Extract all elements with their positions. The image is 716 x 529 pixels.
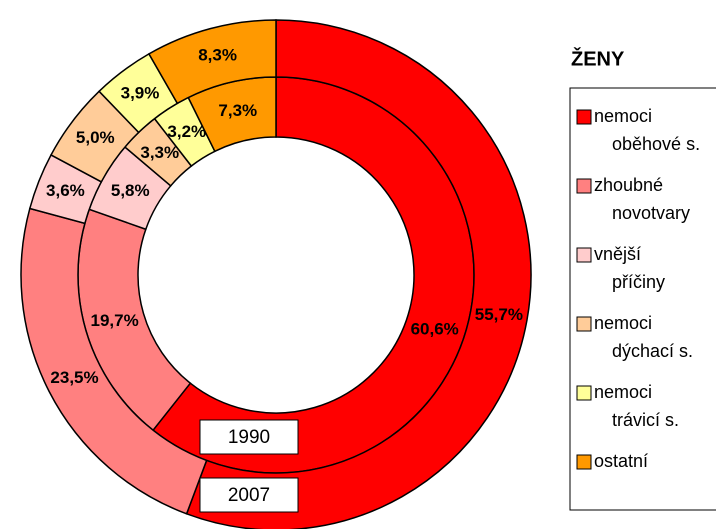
legend-box (569, 87, 716, 511)
data-label: 8,3% (198, 46, 237, 65)
legend-swatch (576, 454, 592, 470)
legend-label: nemoci dýchací s. (594, 313, 693, 361)
series-label: 2007 (228, 485, 270, 506)
legend-label: vnější příčiny (594, 244, 665, 292)
data-label: 3,2% (167, 122, 206, 141)
data-label: 3,6% (46, 181, 85, 200)
data-label: 5,8% (111, 181, 150, 200)
legend-label: nemoci oběhové s. (594, 106, 700, 154)
legend-swatch (576, 109, 592, 125)
legend-label: zhoubné novotvary (594, 175, 690, 223)
data-label: 7,3% (218, 101, 257, 120)
donut-slice (147, 19, 277, 105)
data-label: 5,0% (76, 128, 115, 147)
legend-swatch (576, 385, 592, 401)
legend-swatch (576, 316, 592, 332)
legend-swatch (576, 247, 592, 263)
data-label: 23,5% (50, 368, 98, 387)
data-label: 60,6% (411, 320, 459, 339)
series-label-box (199, 477, 299, 513)
data-label: 3,9% (121, 83, 160, 102)
data-label: 3,3% (140, 143, 179, 162)
legend-label: nemoci trávicí s. (594, 382, 679, 430)
data-label: 55,7% (475, 305, 523, 324)
donut-slice (185, 19, 532, 529)
legend-label: ostatní (594, 451, 648, 471)
chart-title: ŽENY (571, 46, 625, 70)
series-label-box (199, 419, 299, 455)
data-label: 19,7% (91, 311, 139, 330)
legend-swatch (576, 178, 592, 194)
series-label: 1990 (228, 427, 270, 448)
